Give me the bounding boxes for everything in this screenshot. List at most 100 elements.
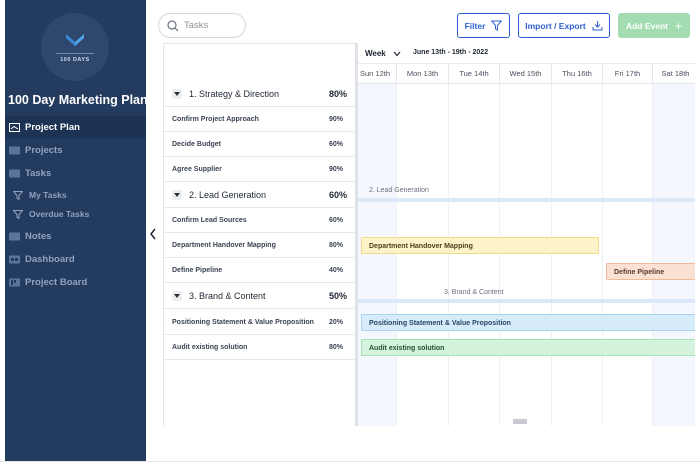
timeline-group-label: 2. Lead Generation — [369, 187, 429, 194]
header-divider — [358, 83, 695, 84]
sidebar-item-label: Notes — [25, 230, 52, 242]
sidebar-item-label: Project Plan — [25, 121, 80, 133]
task-row[interactable]: Decide Budget 60% — [163, 132, 355, 157]
plan-title: 100 Day Marketing Plan — [8, 93, 148, 107]
search-box[interactable] — [158, 13, 246, 38]
task-row[interactable]: Department Handover Mapping 80% — [163, 233, 355, 258]
task-progress: 40% — [329, 266, 344, 274]
timeline-group-band[interactable] — [358, 299, 695, 303]
task-row[interactable]: Positioning Statement & Value Propositio… — [163, 310, 355, 335]
sidebar-item-project-board[interactable]: Project Board — [5, 271, 146, 293]
timeline-group-band[interactable] — [358, 198, 695, 202]
task-row[interactable]: Confirm Lead Sources 60% — [163, 208, 355, 233]
sidebar-item-overdue-tasks[interactable]: Overdue Tasks — [5, 203, 146, 225]
day-column — [603, 83, 653, 426]
sidebar-item-label: Dashboard — [25, 253, 75, 265]
task-row[interactable]: Define Pipeline 40% — [163, 258, 355, 283]
sidebar-item-label: Project Board — [25, 276, 88, 288]
logo-icon — [66, 33, 84, 46]
import-export-button[interactable]: Import / Export — [518, 13, 610, 38]
task-name: Confirm Project Approach — [172, 115, 259, 123]
timeline-bar[interactable]: Positioning Statement & Value Propositio… — [361, 314, 695, 331]
logo-divider — [56, 52, 94, 54]
task-progress: 80% — [329, 343, 344, 351]
timeline-bar[interactable]: Audit existing solution — [361, 339, 695, 356]
bar-label: Audit existing solution — [369, 345, 445, 352]
collapse-sidebar-icon[interactable] — [148, 226, 158, 242]
task-progress: 50% — [329, 291, 348, 301]
horizontal-scrollbar[interactable] — [513, 419, 527, 424]
sidebar-item-label: Tasks — [25, 167, 52, 179]
bar-label: Positioning Statement & Value Propositio… — [369, 320, 511, 327]
gantt-icon — [9, 122, 20, 132]
view-mode-selector[interactable]: Week — [365, 49, 386, 58]
filter-icon — [13, 209, 23, 219]
sidebar-item-dashboard[interactable]: Dashboard — [5, 248, 146, 270]
day-header: Sun 12th — [358, 64, 397, 83]
folder-icon — [9, 146, 20, 154]
download-icon — [592, 21, 603, 31]
task-group-row[interactable]: 1. Strategy & Direction 80% — [163, 82, 355, 107]
collapse-caret-icon[interactable] — [172, 89, 182, 99]
sidebar-item-notes[interactable]: Notes — [5, 225, 146, 247]
import-export-label: Import / Export — [525, 20, 586, 31]
timeline-bar[interactable]: Department Handover Mapping — [361, 237, 599, 254]
filter-icon — [13, 190, 23, 200]
task-name: Define Pipeline — [172, 266, 223, 274]
day-column-weekend — [358, 83, 397, 426]
task-name: Positioning Statement & Value Propositio… — [172, 318, 314, 326]
task-row[interactable]: Agree Supplier 90% — [163, 157, 355, 182]
logo-text: 100 DAYS — [60, 56, 90, 63]
sidebar-item-label: Projects — [25, 144, 63, 156]
date-range-label: June 13th - 19th - 2022 — [413, 49, 489, 56]
task-progress: 90% — [329, 115, 344, 123]
day-column — [500, 83, 552, 426]
bar-label: Department Handover Mapping — [369, 243, 473, 250]
task-name: 3. Brand & Content — [189, 291, 266, 301]
task-progress: 60% — [329, 190, 348, 200]
sidebar-item-tasks[interactable]: Tasks — [5, 162, 146, 184]
sidebar-item-label: Overdue Tasks — [29, 209, 90, 219]
task-row[interactable]: Audit existing solution 80% — [163, 335, 355, 360]
task-group-row[interactable]: 3. Brand & Content 50% — [163, 284, 355, 309]
bar-label: Define Pipeline — [614, 269, 665, 276]
collapse-caret-icon[interactable] — [172, 190, 182, 200]
notes-icon — [9, 232, 20, 240]
task-progress: 90% — [329, 165, 344, 173]
day-column — [552, 83, 603, 426]
timeline-bar[interactable]: Define Pipeline — [606, 263, 695, 280]
sidebar-item-label: My Tasks — [29, 190, 67, 200]
sidebar-item-projects[interactable]: Projects — [5, 139, 146, 161]
sidebar-item-project-plan[interactable]: Project Plan — [5, 116, 146, 138]
task-name: Decide Budget — [172, 140, 222, 148]
filter-button[interactable]: Filter — [457, 13, 510, 38]
sidebar: 100 DAYS 100 Day Marketing Plan Project … — [5, 0, 148, 461]
collapse-caret-icon[interactable] — [172, 291, 182, 301]
task-name: Audit existing solution — [172, 343, 248, 351]
task-name: Confirm Lead Sources — [172, 216, 247, 224]
search-icon — [167, 19, 179, 31]
day-header: Tue 14th — [449, 64, 500, 83]
day-column-weekend — [653, 83, 695, 426]
board-icon — [9, 278, 20, 286]
sidebar-item-my-tasks[interactable]: My Tasks — [5, 184, 146, 206]
day-header: Sat 18th — [661, 69, 690, 78]
task-progress: 80% — [329, 241, 344, 249]
day-header: Wed 15th — [500, 64, 552, 83]
task-progress: 20% — [329, 318, 344, 326]
gantt-chart: Week June 13th - 19th - 2022 Sun 12th Mo… — [355, 43, 695, 426]
task-row[interactable]: Confirm Project Approach 90% — [163, 107, 355, 132]
task-progress: 60% — [329, 140, 344, 148]
task-name: Department Handover Mapping — [172, 241, 276, 249]
task-name: 1. Strategy & Direction — [189, 89, 280, 99]
day-column — [397, 83, 449, 426]
task-progress: 80% — [329, 89, 348, 99]
task-group-row[interactable]: 2. Lead Generation 60% — [163, 183, 355, 208]
search-input[interactable] — [184, 20, 244, 31]
chevron-down-icon[interactable] — [393, 51, 401, 57]
add-event-button[interactable]: Add Event + — [618, 13, 690, 38]
task-progress: 60% — [329, 216, 344, 224]
day-header: Thu 16th — [552, 64, 603, 83]
logo[interactable]: 100 DAYS — [41, 13, 109, 81]
